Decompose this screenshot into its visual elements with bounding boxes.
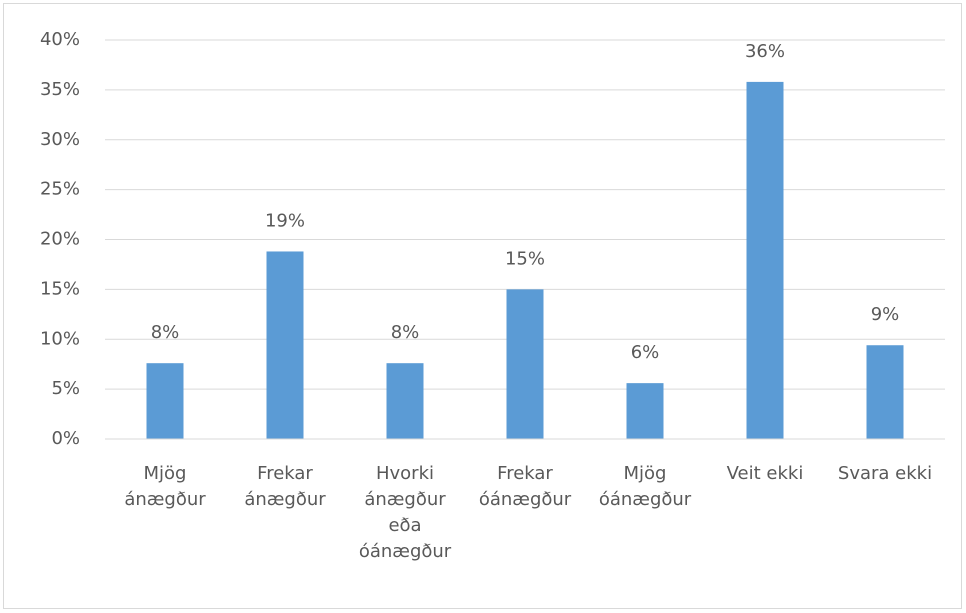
bar [506, 289, 544, 439]
x-tick-label: Mjög óánægður [599, 463, 692, 510]
data-label: 6% [631, 342, 660, 363]
y-tick-label: 40% [40, 29, 80, 50]
y-tick-label: 25% [40, 179, 80, 200]
bar [746, 81, 784, 440]
x-tick-label: Mjög ánægður [124, 463, 206, 510]
data-label: 36% [745, 41, 785, 62]
y-tick-label: 10% [40, 328, 80, 349]
x-tick-label: Svara ekki [838, 463, 932, 484]
x-tick-label: Veit ekki [727, 463, 804, 484]
data-label: 19% [265, 210, 305, 231]
data-label: 9% [871, 304, 900, 325]
y-tick-label: 5% [51, 378, 80, 399]
y-tick-label: 15% [40, 278, 80, 299]
data-label: 15% [505, 248, 545, 269]
bar [386, 363, 424, 439]
y-tick-label: 20% [40, 229, 80, 250]
data-label: 8% [151, 322, 180, 343]
x-tick-label: Hvorki ánægður eða óánægður [359, 463, 452, 562]
bar [626, 383, 664, 439]
y-tick-label: 30% [40, 129, 80, 150]
x-tick-label: Frekar óánægður [479, 463, 572, 510]
bar [866, 345, 904, 439]
data-label: 8% [391, 322, 420, 343]
y-tick-label: 35% [40, 79, 80, 100]
y-tick-label: 0% [51, 428, 80, 449]
bar [146, 363, 184, 439]
bar [266, 251, 304, 439]
x-tick-label: Frekar ánægður [244, 463, 326, 510]
chart-border [3, 3, 962, 609]
